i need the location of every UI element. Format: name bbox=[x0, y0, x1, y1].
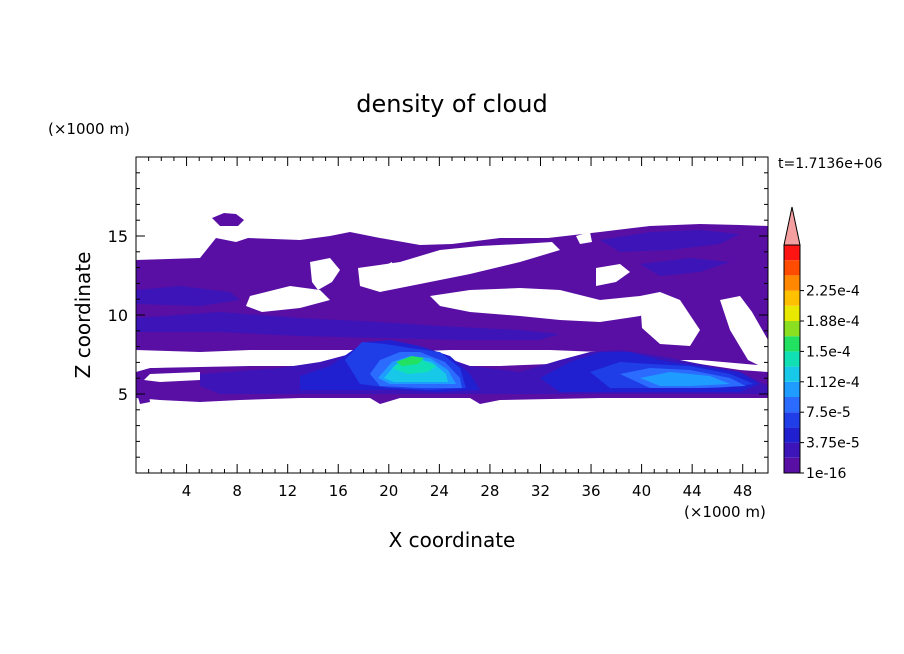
x-tick-label: 28 bbox=[480, 482, 499, 500]
chart-title: density of cloud bbox=[356, 90, 547, 118]
colorbar-swatch bbox=[784, 336, 800, 352]
colorbar-label: 7.5e-5 bbox=[806, 405, 851, 421]
x-tick-label: 12 bbox=[278, 482, 297, 500]
time-label: t=1.7136e+06 bbox=[778, 156, 882, 172]
x-tick-label: 4 bbox=[182, 482, 192, 500]
colorbar-swatch bbox=[784, 412, 800, 428]
x-tick-label: 24 bbox=[430, 482, 449, 500]
y-axis-label: Z coordinate bbox=[71, 252, 95, 379]
colorbar: 1e-16 3.75e-5 7.5e-5 1.12e-4 1.5e-4 1.88e-4 2.… bbox=[783, 206, 860, 482]
colorbar-swatch bbox=[784, 457, 800, 473]
colorbar-swatch bbox=[784, 366, 800, 382]
colorbar-swatch bbox=[784, 427, 800, 443]
x-tick-label: 16 bbox=[329, 482, 348, 500]
colorbar-frame bbox=[783, 244, 801, 474]
x-tick-label: 48 bbox=[733, 482, 752, 500]
colorbar-label: 1.5e-4 bbox=[806, 344, 851, 360]
colorbar-label: 1e-16 bbox=[806, 466, 846, 482]
density-field bbox=[136, 213, 768, 404]
x-tick-label: 44 bbox=[683, 482, 702, 500]
colorbar-swatch bbox=[784, 397, 800, 413]
colorbar-swatch bbox=[784, 260, 800, 276]
colorbar-swatch bbox=[784, 351, 800, 367]
colorbar-label: 2.25e-4 bbox=[806, 284, 860, 300]
colorbar-swatch bbox=[784, 321, 800, 337]
y-tick-label: 15 bbox=[108, 227, 128, 246]
colorbar-swatch bbox=[784, 290, 800, 306]
x-axis: 4 8 12 16 20 24 28 32 36 40 44 48 bbox=[148, 157, 756, 500]
cloud-streaks bbox=[136, 230, 740, 340]
colorbar-swatch bbox=[784, 381, 800, 397]
y-axis: 5 10 15 bbox=[108, 172, 768, 458]
x-tick-label: 40 bbox=[632, 482, 651, 500]
x-tick-label: 32 bbox=[531, 482, 550, 500]
colorbar-label: 1.88e-4 bbox=[806, 314, 860, 330]
colorbar-swatch bbox=[784, 275, 800, 291]
colorbar-label: 3.75e-5 bbox=[806, 436, 860, 452]
y-unit-label: (×1000 m) bbox=[48, 120, 130, 138]
colorbar-label: 1.12e-4 bbox=[806, 375, 860, 391]
colorbar-swatch bbox=[784, 442, 800, 458]
colorbar-swatch bbox=[784, 305, 800, 321]
colorbar-swatch bbox=[784, 245, 800, 261]
cloud-blob bbox=[212, 213, 244, 226]
y-tick-label: 10 bbox=[108, 306, 128, 325]
colorbar-extend-arrow bbox=[783, 206, 801, 246]
x-tick-label: 36 bbox=[581, 482, 600, 500]
x-tick-label: 8 bbox=[232, 482, 242, 500]
clear-air-gaps bbox=[136, 232, 768, 382]
y-tick-label: 5 bbox=[118, 385, 128, 404]
x-axis-label: X coordinate bbox=[389, 528, 516, 552]
x-unit-label: (×1000 m) bbox=[684, 503, 766, 521]
x-tick-label: 20 bbox=[379, 482, 398, 500]
